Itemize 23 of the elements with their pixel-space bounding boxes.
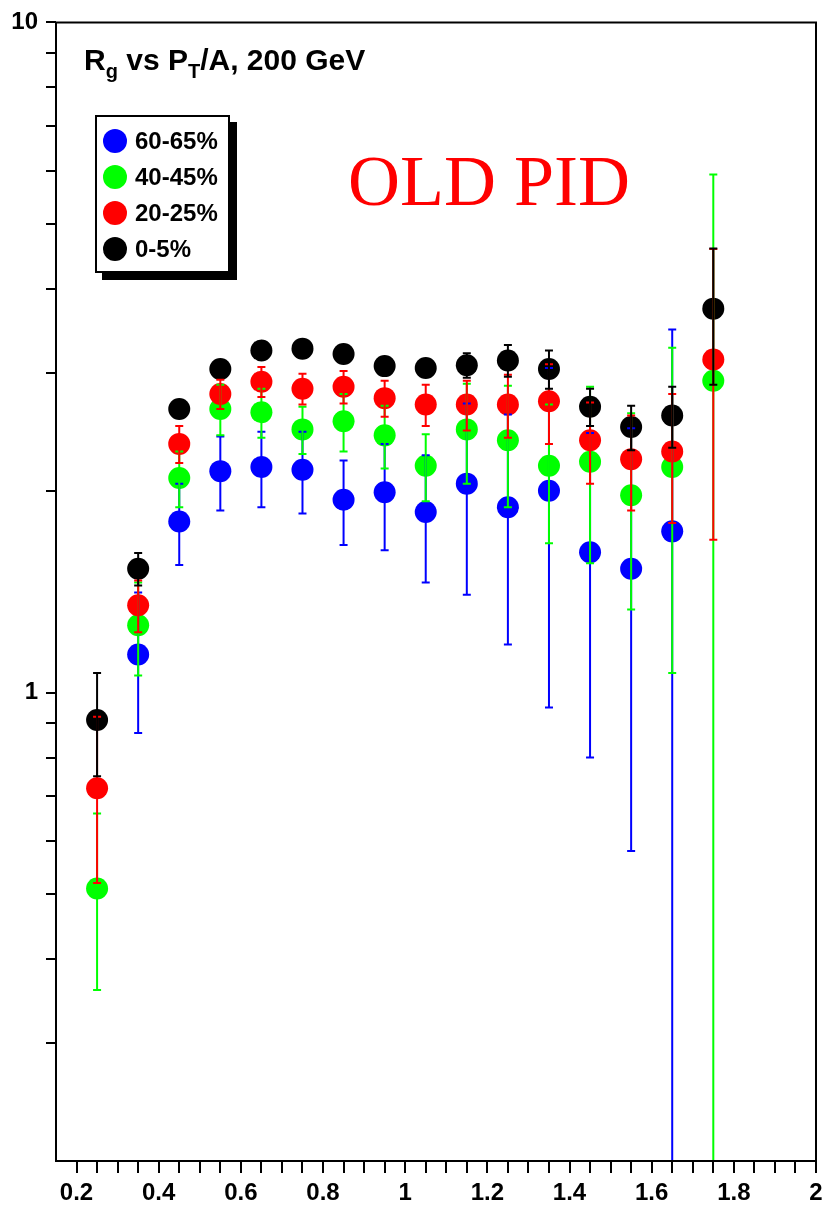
x-tick-label: 0.6 bbox=[224, 1178, 258, 1206]
point bbox=[332, 343, 355, 366]
point bbox=[414, 357, 437, 380]
x-tick-label: 0.4 bbox=[142, 1178, 177, 1206]
point bbox=[291, 337, 314, 360]
point bbox=[168, 397, 191, 420]
x-tick-label: 0.2 bbox=[59, 1178, 94, 1206]
x-tick-label: 1 bbox=[398, 1178, 412, 1206]
point bbox=[373, 355, 396, 378]
x-tick-label: 0.8 bbox=[306, 1178, 340, 1206]
x-tick-label: 1.8 bbox=[717, 1178, 751, 1206]
annotation: OLD PID bbox=[348, 140, 630, 223]
y-tick-label: 10 bbox=[11, 7, 38, 35]
x-tick-label: 1.2 bbox=[470, 1178, 505, 1206]
x-tick-label: 1.6 bbox=[634, 1178, 669, 1206]
point bbox=[250, 339, 273, 362]
x-tick-label: 1.4 bbox=[552, 1178, 587, 1206]
legend-label: 0-5% bbox=[135, 235, 192, 263]
legend-label: 60-65% bbox=[135, 127, 218, 155]
legend-label: 20-25% bbox=[135, 199, 218, 227]
point bbox=[209, 357, 232, 380]
x-tick-label: 2 bbox=[809, 1178, 823, 1206]
legend-label: 40-45% bbox=[135, 163, 218, 191]
